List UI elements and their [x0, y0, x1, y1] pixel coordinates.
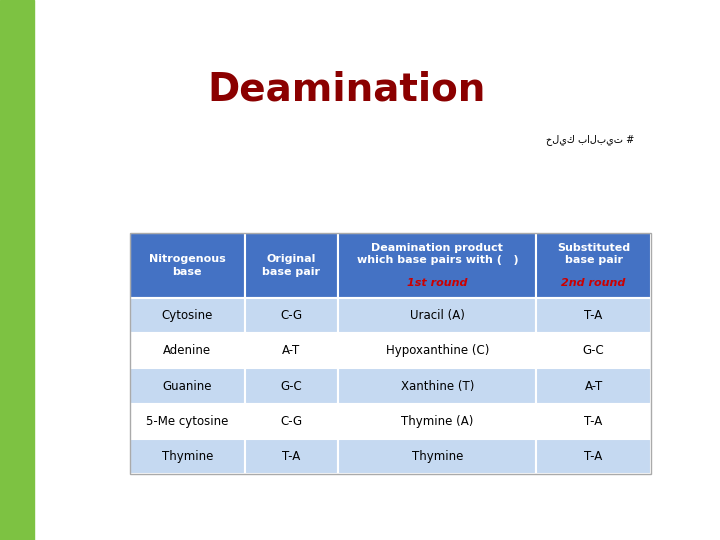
- Text: C-G: C-G: [280, 309, 302, 322]
- Text: 5-Me cytosine: 5-Me cytosine: [146, 415, 228, 428]
- Bar: [245, 439, 338, 474]
- Bar: [130, 368, 245, 404]
- Text: خليك بالبيت #: خليك بالبيت #: [546, 134, 634, 145]
- Bar: [338, 333, 536, 368]
- Text: Original
base pair: Original base pair: [262, 254, 320, 276]
- Text: Deamination product
which base pairs with (   ): Deamination product which base pairs wit…: [356, 242, 518, 265]
- Bar: [245, 404, 338, 439]
- Bar: [338, 298, 536, 333]
- Text: Substituted
base pair: Substituted base pair: [557, 242, 630, 265]
- Text: A-T: A-T: [282, 344, 300, 357]
- Text: T-A: T-A: [282, 450, 300, 463]
- Text: Hypoxanthine (C): Hypoxanthine (C): [386, 344, 489, 357]
- Bar: [130, 233, 651, 474]
- Text: Guanine: Guanine: [163, 380, 212, 393]
- Text: T-A: T-A: [585, 450, 603, 463]
- Text: 1st round: 1st round: [407, 279, 467, 288]
- Bar: [338, 233, 536, 298]
- Text: Deamination: Deamination: [207, 71, 486, 109]
- Text: T-A: T-A: [585, 309, 603, 322]
- Text: Adenine: Adenine: [163, 344, 212, 357]
- Bar: [245, 233, 338, 298]
- Text: C-G: C-G: [280, 415, 302, 428]
- Bar: [245, 298, 338, 333]
- Bar: [130, 404, 245, 439]
- Text: Xanthine (T): Xanthine (T): [400, 380, 474, 393]
- Text: Thymine: Thymine: [412, 450, 463, 463]
- Bar: [536, 298, 651, 333]
- Text: Uracil (A): Uracil (A): [410, 309, 465, 322]
- Text: A-T: A-T: [585, 380, 603, 393]
- Bar: [245, 333, 338, 368]
- Text: Thymine: Thymine: [162, 450, 213, 463]
- Text: G-C: G-C: [582, 344, 605, 357]
- Bar: [338, 368, 536, 404]
- Text: Cytosine: Cytosine: [162, 309, 213, 322]
- Bar: [245, 368, 338, 404]
- Text: Nitrogenous
base: Nitrogenous base: [149, 254, 226, 276]
- Bar: [130, 439, 245, 474]
- Bar: [338, 404, 536, 439]
- Bar: [338, 439, 536, 474]
- Bar: [536, 439, 651, 474]
- Bar: [130, 333, 245, 368]
- Text: Thymine (A): Thymine (A): [401, 415, 474, 428]
- Bar: [536, 333, 651, 368]
- Bar: [536, 404, 651, 439]
- Bar: [536, 368, 651, 404]
- Bar: [130, 298, 245, 333]
- Text: T-A: T-A: [585, 415, 603, 428]
- Text: G-C: G-C: [281, 380, 302, 393]
- Bar: [536, 233, 651, 298]
- Bar: [130, 233, 245, 298]
- Text: 2nd round: 2nd round: [562, 279, 626, 288]
